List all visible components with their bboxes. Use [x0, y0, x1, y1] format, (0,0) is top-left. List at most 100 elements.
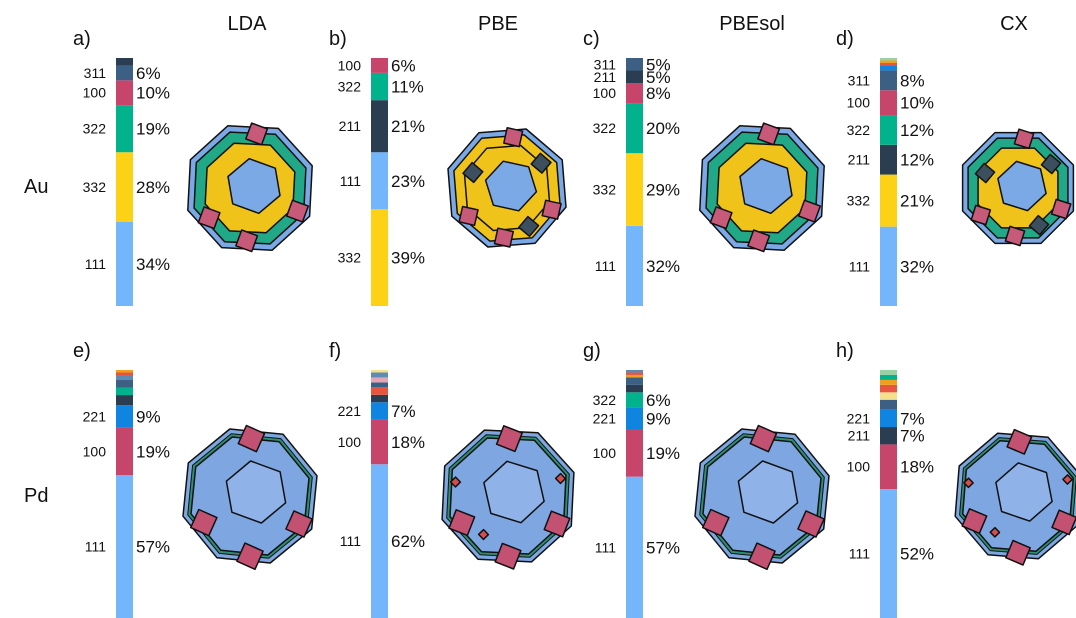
facet-111	[227, 157, 281, 215]
facet-100	[494, 542, 522, 570]
facet-111-front	[995, 462, 1053, 522]
facet-label: 111	[849, 546, 870, 562]
facet-label: 332	[847, 193, 871, 209]
facet-label: 111	[340, 173, 361, 189]
bar-segment-311	[626, 58, 643, 71]
bar-segment-100	[880, 444, 897, 490]
bar-segment-221	[371, 402, 388, 420]
bar-segment-misc0	[371, 387, 388, 395]
bar-segment-311	[116, 65, 133, 81]
bar-segment-misc0	[626, 372, 643, 375]
bar-segment-322	[116, 105, 133, 153]
panel-letter: b)	[329, 28, 347, 50]
percent-label: 6%	[136, 64, 161, 83]
facet-100	[797, 510, 825, 538]
facet-100	[503, 126, 524, 148]
facet-label: 221	[847, 410, 871, 426]
percent-label: 32%	[646, 257, 680, 276]
percent-label: 39%	[391, 249, 425, 268]
bar-segment-100	[626, 429, 643, 477]
column-header-pbesol: PBEsol	[719, 13, 785, 35]
facet-corner	[477, 528, 490, 541]
percent-label: 18%	[900, 458, 934, 477]
facet-100	[1050, 198, 1072, 220]
percent-label: 34%	[136, 255, 170, 274]
facet-label: 332	[338, 250, 362, 266]
percent-label: 62%	[391, 532, 425, 551]
percent-label: 21%	[391, 117, 425, 136]
bar-segment-111	[116, 475, 133, 618]
stacked-bars: 34% 111 28% 332 19% 322 10% 100 6% 311 39% 332 23% 11…	[83, 55, 934, 618]
facet-100	[245, 122, 269, 146]
facet-100	[961, 508, 988, 535]
facet-100	[748, 542, 776, 571]
percent-label: 21%	[900, 192, 934, 211]
percent-label: 32%	[900, 257, 934, 276]
facet-100	[495, 425, 523, 453]
bar-segment-332	[116, 152, 133, 222]
facet-label: 221	[83, 408, 107, 424]
facet-100	[1006, 428, 1033, 455]
facet-label: 111	[849, 258, 870, 274]
facet-label: 100	[338, 434, 362, 450]
percent-label: 57%	[646, 538, 680, 557]
percent-label: 11%	[391, 78, 424, 97]
bar-segment-322	[116, 387, 133, 396]
panel-letter: e)	[73, 340, 91, 362]
bar-segment-311	[116, 380, 133, 388]
bar-segment-100	[116, 427, 133, 476]
facet-100	[285, 199, 310, 223]
bar-segment-211	[880, 427, 897, 445]
percent-label: 19%	[136, 442, 170, 461]
facet-211	[1040, 153, 1062, 175]
facet-label: 111	[595, 539, 616, 555]
facet-100	[285, 510, 313, 538]
percent-label: 9%	[136, 407, 161, 426]
percent-label: 10%	[900, 94, 934, 113]
percent-label: 28%	[136, 178, 170, 197]
percent-label: 6%	[391, 56, 416, 75]
facet-111-front	[225, 460, 287, 524]
column-header-lda: LDA	[228, 13, 268, 35]
panel-letter: h)	[836, 340, 854, 362]
wulff-shapes	[182, 122, 1076, 571]
facet-label: 100	[593, 85, 617, 101]
facet-label: 111	[85, 256, 106, 272]
percent-label: 5%	[646, 68, 671, 87]
panel-letter: g)	[583, 340, 601, 362]
bar-segment-misc0	[116, 372, 133, 376]
bar-segment-111	[626, 476, 643, 618]
percent-label: 23%	[391, 172, 425, 191]
panel-letter: d)	[836, 28, 854, 50]
facet-111	[739, 157, 793, 215]
bar-segment-322	[880, 115, 897, 145]
facet-label: 100	[593, 445, 617, 461]
facet-211	[1028, 214, 1050, 236]
percent-label: 19%	[136, 120, 170, 139]
facet-111-front	[737, 460, 799, 524]
facet-100	[757, 122, 781, 146]
facet-label: 322	[593, 392, 617, 408]
bar-segment-211	[116, 395, 133, 406]
bar-segment-311	[371, 382, 388, 388]
percent-label: 6%	[646, 391, 671, 410]
bar-segment-111	[371, 152, 388, 210]
bar-segment-100	[626, 83, 643, 104]
bar-segment-misc1	[626, 374, 643, 378]
facet-100	[797, 199, 822, 223]
facet-100	[701, 508, 730, 537]
facet-100	[543, 510, 571, 538]
percent-label: 12%	[900, 121, 934, 140]
bar-segment-311	[880, 70, 897, 91]
bar-segment-221	[880, 65, 897, 71]
bar-segment-311	[880, 399, 897, 410]
percent-label: 57%	[136, 538, 170, 557]
facet-211	[462, 161, 484, 184]
panel-letter: f)	[329, 340, 341, 362]
bar-segment-100	[880, 90, 897, 116]
facet-111	[484, 160, 538, 212]
facet-211	[974, 162, 996, 184]
percent-label: 19%	[646, 444, 680, 463]
bar-segment-211	[626, 70, 643, 84]
